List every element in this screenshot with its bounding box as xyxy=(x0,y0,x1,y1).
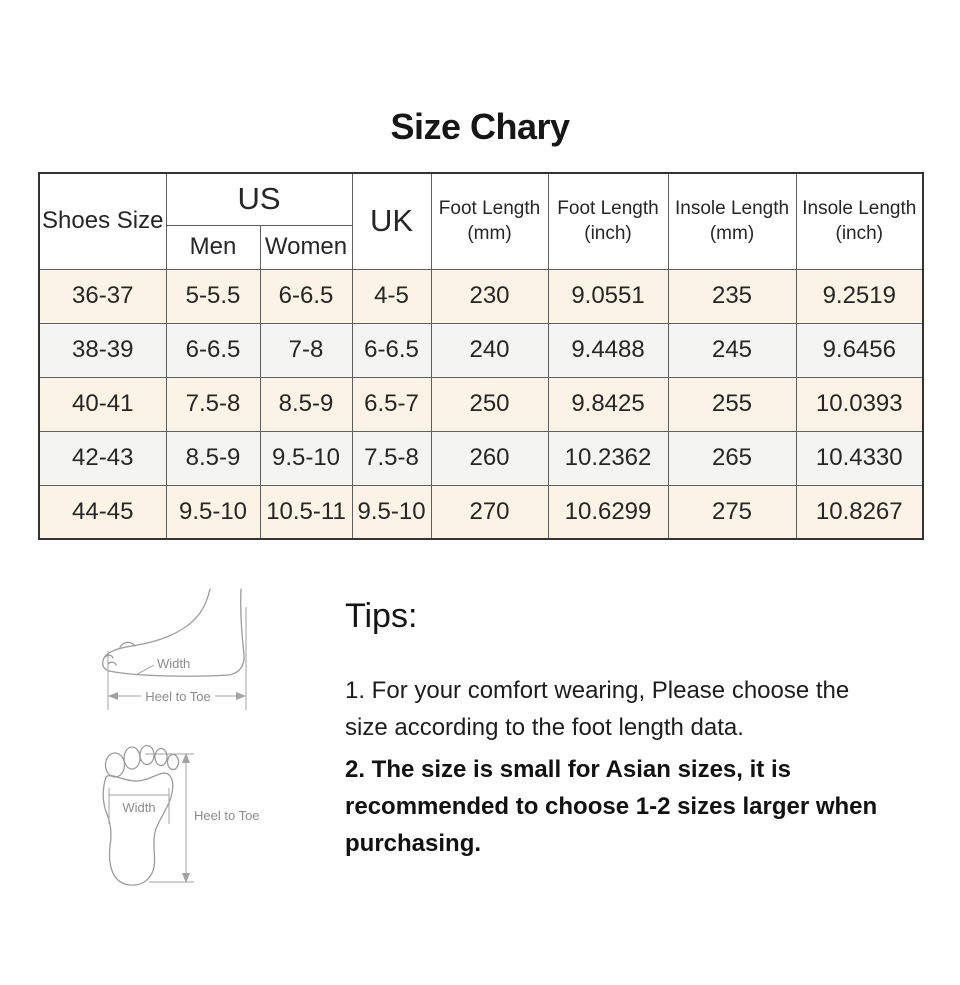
tips-heading: Tips: xyxy=(345,597,418,635)
table-cell: 7-8 xyxy=(259,322,353,378)
table-cell: 5-5.5 xyxy=(165,268,261,324)
table-cell: 8.5-9 xyxy=(259,376,353,432)
col-header-uk: UK xyxy=(351,172,432,270)
table-cell: 250 xyxy=(430,376,549,432)
table-cell: 9.8425 xyxy=(547,376,669,432)
table-cell: 6-6.5 xyxy=(165,322,261,378)
col-header-foot-length-inch: Foot Length (inch) xyxy=(547,172,669,270)
table-cell: 36-37 xyxy=(38,268,167,324)
col-header-shoes-size: Shoes Size xyxy=(38,172,167,270)
page-title: Size Chary xyxy=(390,106,570,147)
table-cell: 4-5 xyxy=(351,268,432,324)
table-cell: 7.5-8 xyxy=(165,376,261,432)
table-cell: 10.2362 xyxy=(547,430,669,486)
table-cell: 6.5-7 xyxy=(351,376,432,432)
table-cell: 9.6456 xyxy=(795,322,924,378)
tip-2: 2. The size is small for Asian sizes, it… xyxy=(345,756,878,857)
table-row: 44-45 9.5-10 10.5-11 9.5-10 270 10.6299 … xyxy=(38,484,924,540)
table-cell: 8.5-9 xyxy=(165,430,261,486)
table-cell: 230 xyxy=(430,268,549,324)
table-cell: 9.2519 xyxy=(795,268,924,324)
table-cell: 9.5-10 xyxy=(259,430,353,486)
col-header-us-men: Men xyxy=(165,224,261,270)
table-row: 36-37 5-5.5 6-6.5 4-5 230 9.0551 235 9.2… xyxy=(38,268,924,324)
heel-to-toe-label: Heel to Toe xyxy=(145,689,211,704)
table-cell: 235 xyxy=(667,268,797,324)
table-cell: 255 xyxy=(667,376,797,432)
footprint-diagram: Width Heel to Toe xyxy=(93,738,323,893)
tip-1: 1. For your comfort wearing, Please choo… xyxy=(345,677,850,741)
table-cell: 10.4330 xyxy=(795,430,924,486)
table-cell: 260 xyxy=(430,430,549,486)
col-header-insole-length-inch: Insole Length (inch) xyxy=(795,172,924,270)
table-cell: 6-6.5 xyxy=(259,268,353,324)
table-cell: 10.8267 xyxy=(795,484,924,540)
width-label: Width xyxy=(157,656,190,671)
table-cell: 9.4488 xyxy=(547,322,669,378)
table-cell: 270 xyxy=(430,484,549,540)
table-cell: 6-6.5 xyxy=(351,322,432,378)
table-cell: 275 xyxy=(667,484,797,540)
col-header-foot-length-mm: Foot Length (mm) xyxy=(430,172,549,270)
width-label: Width xyxy=(122,800,155,815)
table-cell: 240 xyxy=(430,322,549,378)
col-header-us: US xyxy=(165,172,353,226)
col-header-insole-length-mm: Insole Length (mm) xyxy=(667,172,797,270)
col-header-us-women: Women xyxy=(259,224,353,270)
size-chart-table: Shoes Size US UK Foot Length (mm) Foot L… xyxy=(38,172,925,540)
foot-side-diagram: Width Heel to Toe xyxy=(48,585,268,720)
table-cell: 10.5-11 xyxy=(259,484,353,540)
table-cell: 245 xyxy=(667,322,797,378)
table-cell: 9.0551 xyxy=(547,268,669,324)
table-cell: 40-41 xyxy=(38,376,167,432)
table-cell: 42-43 xyxy=(38,430,167,486)
table-cell: 9.5-10 xyxy=(351,484,432,540)
heel-to-toe-label: Heel to Toe xyxy=(194,808,260,823)
table-row: 42-43 8.5-9 9.5-10 7.5-8 260 10.2362 265… xyxy=(38,430,924,486)
table-cell: 44-45 xyxy=(38,484,167,540)
table-row: 38-39 6-6.5 7-8 6-6.5 240 9.4488 245 9.6… xyxy=(38,322,924,378)
table-row: 40-41 7.5-8 8.5-9 6.5-7 250 9.8425 255 1… xyxy=(38,376,924,432)
table-cell: 10.6299 xyxy=(547,484,669,540)
table-cell: 38-39 xyxy=(38,322,167,378)
table-cell: 9.5-10 xyxy=(165,484,261,540)
table-cell: 10.0393 xyxy=(795,376,924,432)
table-cell: 265 xyxy=(667,430,797,486)
table-cell: 7.5-8 xyxy=(351,430,432,486)
